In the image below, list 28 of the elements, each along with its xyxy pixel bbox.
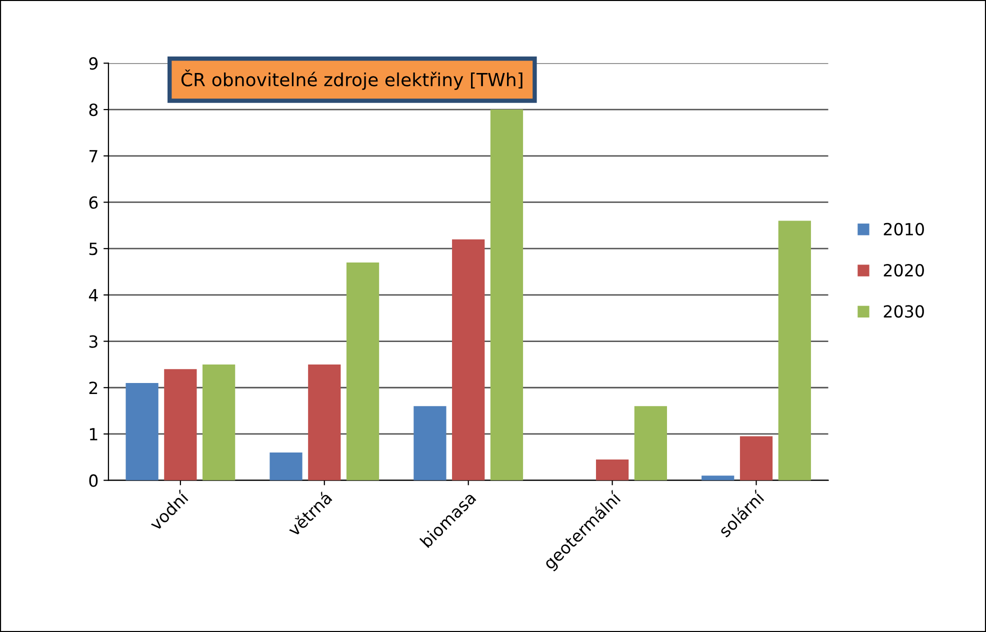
bar xyxy=(452,239,485,480)
bar xyxy=(308,364,341,480)
y-tick-label: 9 xyxy=(89,57,98,70)
y-tick-label: 2 xyxy=(89,382,98,394)
bar xyxy=(778,220,811,480)
bar xyxy=(634,406,668,480)
bar xyxy=(346,262,380,480)
bar xyxy=(414,406,446,480)
bar xyxy=(202,364,236,480)
bar xyxy=(596,459,629,480)
y-tick-label: 8 xyxy=(89,104,98,116)
bar xyxy=(490,110,524,480)
bar xyxy=(126,382,158,480)
y-tick-label: 5 xyxy=(89,242,98,256)
bar xyxy=(740,436,773,480)
y-tick-label: 0 xyxy=(89,474,98,487)
y-tick-label: 6 xyxy=(89,196,98,209)
legend-label: 2030 xyxy=(884,305,924,318)
y-tick-label: 1 xyxy=(90,428,98,440)
chart-title: ČR obnovitelné zdroje elektřiny [TWh] xyxy=(181,69,522,90)
legend-label: 2020 xyxy=(884,264,924,277)
legend-label: 2010 xyxy=(884,222,924,236)
bar xyxy=(164,369,197,480)
y-tick-label: 3 xyxy=(89,335,98,348)
y-tick-label: 7 xyxy=(90,150,98,162)
bar xyxy=(702,476,734,480)
y-tick-label: 4 xyxy=(88,289,98,302)
bar xyxy=(270,452,302,480)
